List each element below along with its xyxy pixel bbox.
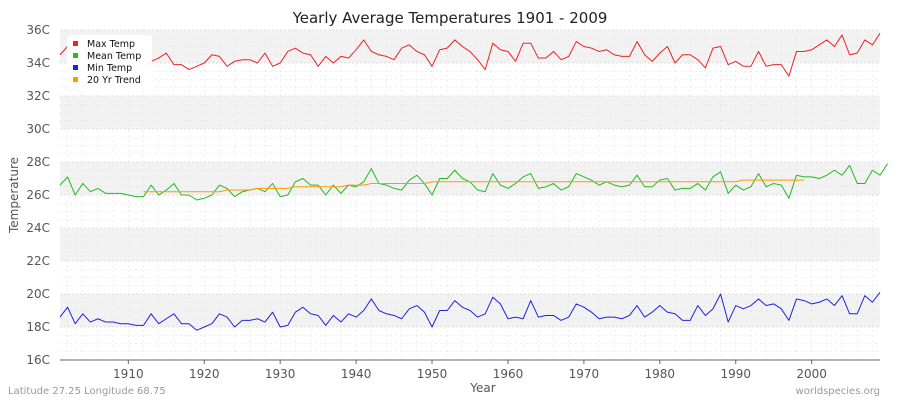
y-tick-label: 36C (26, 23, 50, 37)
legend-label: Mean Temp (87, 51, 141, 62)
y-tick-label: 34C (26, 56, 50, 70)
legend-label: Max Temp (87, 39, 135, 50)
y-tick-label: 24C (26, 221, 50, 235)
y-axis-label: Temperature (7, 157, 21, 234)
legend-swatch (73, 65, 78, 70)
legend-label: 20 Yr Trend (87, 75, 141, 86)
legend-swatch (73, 53, 78, 58)
x-tick-label: 1980 (645, 367, 676, 381)
x-tick-label: 1960 (493, 367, 524, 381)
chart-title: Yearly Average Temperatures 1901 - 2009 (292, 9, 608, 27)
y-tick-label: 32C (26, 89, 50, 103)
series-line (59, 163, 889, 201)
x-tick-label: 1930 (265, 367, 296, 381)
y-tick-label: 18C (26, 320, 50, 334)
series-line (143, 179, 805, 193)
series-line (59, 292, 881, 331)
x-tick-label: 1950 (417, 367, 448, 381)
y-tick-label: 30C (26, 122, 50, 136)
x-tick-label: 1940 (341, 367, 372, 381)
axes: 1910 1920 1930 1940 1950 1960 1970 1980 1990 2000… (26, 23, 880, 381)
series-lines (59, 33, 889, 331)
x-tick-label: 1920 (189, 367, 220, 381)
x-axis-label: Year (469, 381, 495, 395)
legend-label: Min Temp (87, 63, 132, 74)
x-tick-label: 1970 (569, 367, 600, 381)
x-tick-label: 1910 (113, 367, 144, 381)
legend-swatch (73, 41, 78, 46)
legend-box (67, 35, 152, 91)
y-tick-label: 20C (26, 287, 50, 301)
y-tick-label: 16C (26, 353, 50, 367)
legend-swatch (73, 77, 78, 82)
series-line (59, 33, 881, 77)
footer-location: Latitude 27.25 Longitude 68.75 (8, 386, 166, 397)
x-tick-label: 2000 (796, 367, 827, 381)
y-tick-label: 26C (26, 188, 50, 202)
y-tick-label: 28C (26, 155, 50, 169)
y-tick-label: 22C (26, 254, 50, 268)
footer-credit: worldspecies.org (796, 386, 880, 397)
x-tick-label: 1990 (720, 367, 751, 381)
